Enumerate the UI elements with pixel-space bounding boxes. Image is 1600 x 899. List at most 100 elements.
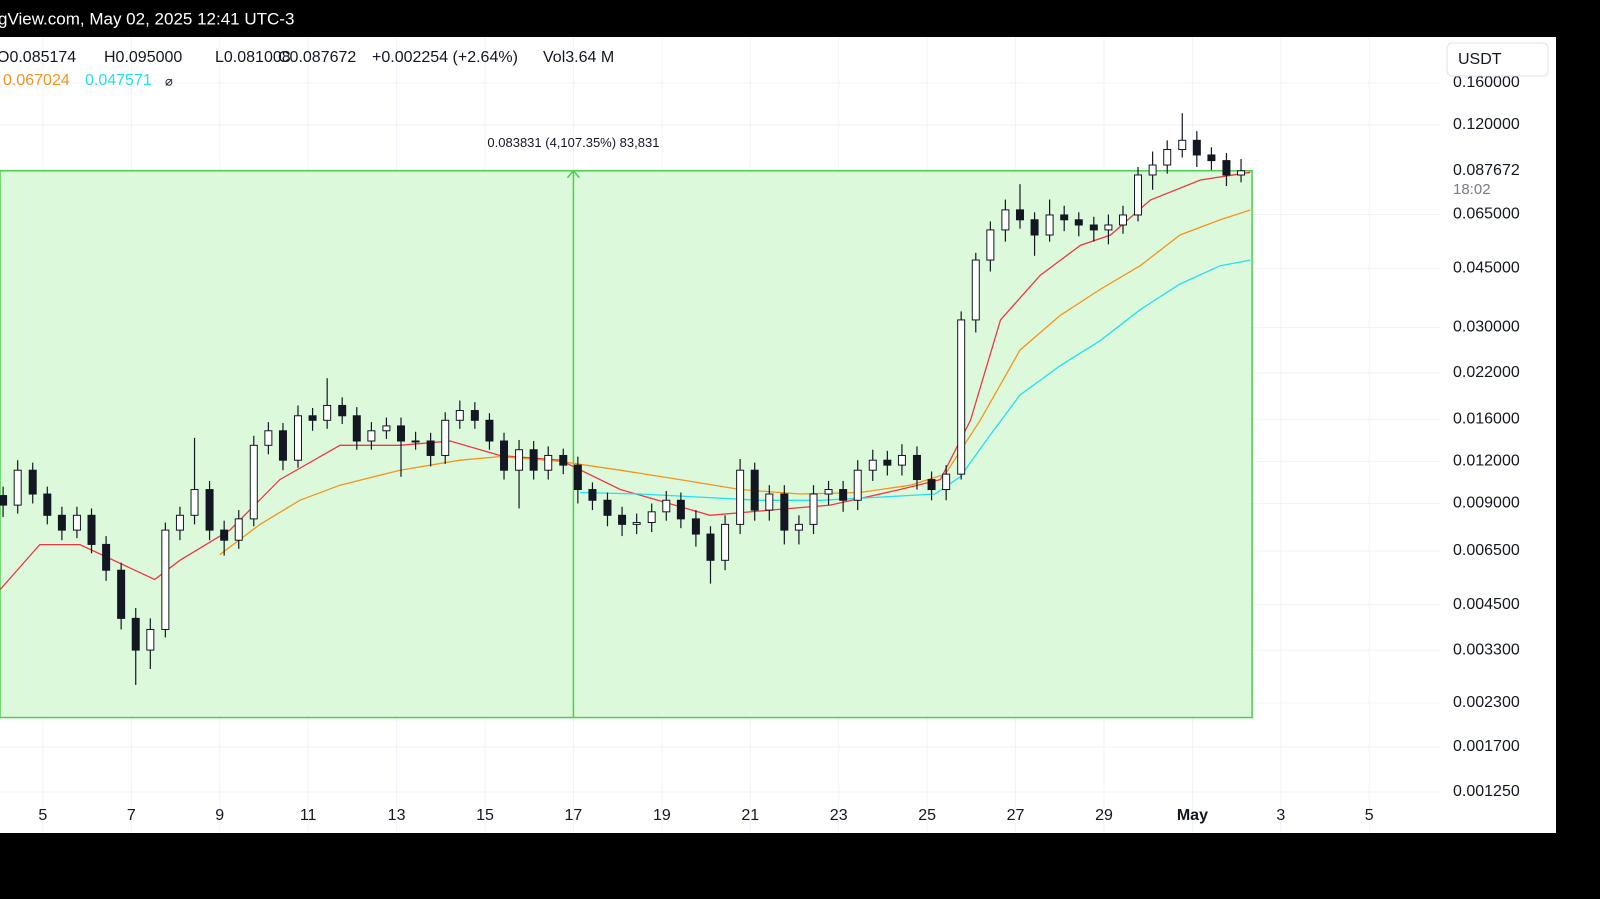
candle-body [323,404,332,421]
measure-label: 0.083831 (4,107.35%) 83,831 [487,135,659,150]
candle-body [765,493,774,511]
candle-body [190,489,199,516]
candle-body [942,473,951,491]
candle-body [1015,209,1024,221]
ma-legend-value: 0.067024 [3,72,70,89]
visibility-icon[interactable]: ⌀ [165,73,173,88]
currency-label[interactable]: USDT [1458,51,1502,68]
right-strip [1556,0,1600,899]
source-caption: gView.com, May 02, 2025 12:41 UTC-3 [0,9,294,28]
candle-body [1118,214,1127,226]
candle-body [1178,139,1187,151]
candle-body [676,499,685,520]
candle-body [927,479,936,491]
x-tick-label: 5 [1365,807,1374,824]
measure-arrowhead [566,169,581,179]
x-tick-label: 27 [1007,807,1025,824]
candle-body [853,469,862,501]
candle-body [485,419,494,442]
x-tick-label: 25 [918,807,936,824]
candle-body [397,425,406,442]
candle-body [43,493,52,516]
candle-body [0,495,8,506]
candle-body [1001,209,1010,231]
currency-button[interactable] [1446,42,1549,77]
ohlc-close: C0.087672 [278,49,356,66]
candle-body [721,523,730,561]
candle-body [912,454,921,481]
candle-body [1045,214,1054,236]
candle-body [839,489,848,501]
candle-body [13,469,22,506]
y-tick-label: 0.001250 [1453,783,1520,800]
ohlc-change: +0.002254 (+2.64%) [372,49,518,66]
candle-body [411,440,420,443]
candle-body [559,454,568,466]
candle-body [352,415,361,442]
candle-body [618,514,627,525]
ohlc-high: H0.095000 [104,49,182,66]
candle-body [249,444,258,520]
ohlc-low: L0.081008 [215,49,291,66]
candle-body [161,529,170,630]
candle-body [441,419,450,456]
candle-body [293,415,302,461]
candle-body [1134,174,1143,216]
candle-body [426,440,435,456]
candle-body [691,518,700,535]
candle-body [706,533,715,561]
candle-body [87,514,96,545]
x-tick-label: 3 [1276,807,1285,824]
candle-body [971,259,980,321]
y-tick-label: 0.016000 [1453,411,1520,428]
candle-body [780,493,789,531]
candle-body [809,493,818,525]
y-tick-label: 0.065000 [1453,206,1520,223]
candle-body [220,529,229,541]
x-tick-label: 11 [300,807,317,824]
last-price-label: 0.087672 [1453,162,1520,179]
candle-body [264,430,273,446]
x-tick-label: 9 [215,807,224,824]
y-tick-label: 0.009000 [1453,495,1520,512]
candle-body [455,410,464,421]
candle-body [57,514,66,531]
candle-body [515,449,524,471]
candle-body [986,229,995,261]
ma-legend-value: 0.047571 [85,72,152,89]
candle-body [750,469,759,511]
candle-body [632,522,641,525]
y-tick-label: 0.045000 [1453,259,1520,276]
candle-body [1104,224,1113,231]
x-tick-label: 7 [127,807,136,824]
candle-body [573,464,582,491]
y-tick-label: 0.030000 [1453,319,1520,336]
y-tick-label: 0.006500 [1453,542,1520,559]
candle-body [234,518,243,541]
candle-body [278,430,287,461]
candle-body [1163,149,1172,166]
bottom-band [0,833,1600,899]
x-tick-label: 15 [476,807,494,824]
x-tick-label: 19 [653,807,671,824]
x-tick-label: May [1177,807,1208,824]
x-tick-label: 13 [388,807,406,824]
candle-body [868,459,877,471]
candle-body [102,543,111,571]
candle-body [588,489,597,501]
candle-body [1237,170,1246,176]
countdown-label: 18:02 [1453,181,1491,198]
candle-body [1222,160,1231,176]
candle-body [470,410,479,421]
candle-body [794,523,803,531]
candle-body [382,425,391,432]
candle-body [883,459,892,466]
candle-body [897,454,906,466]
y-tick-label: 0.012000 [1453,453,1520,470]
candle-body [529,449,538,471]
x-tick-label: 17 [565,807,583,824]
y-tick-label: 0.001700 [1453,738,1520,755]
candle-body [603,499,612,516]
x-tick-label: 5 [38,807,47,824]
